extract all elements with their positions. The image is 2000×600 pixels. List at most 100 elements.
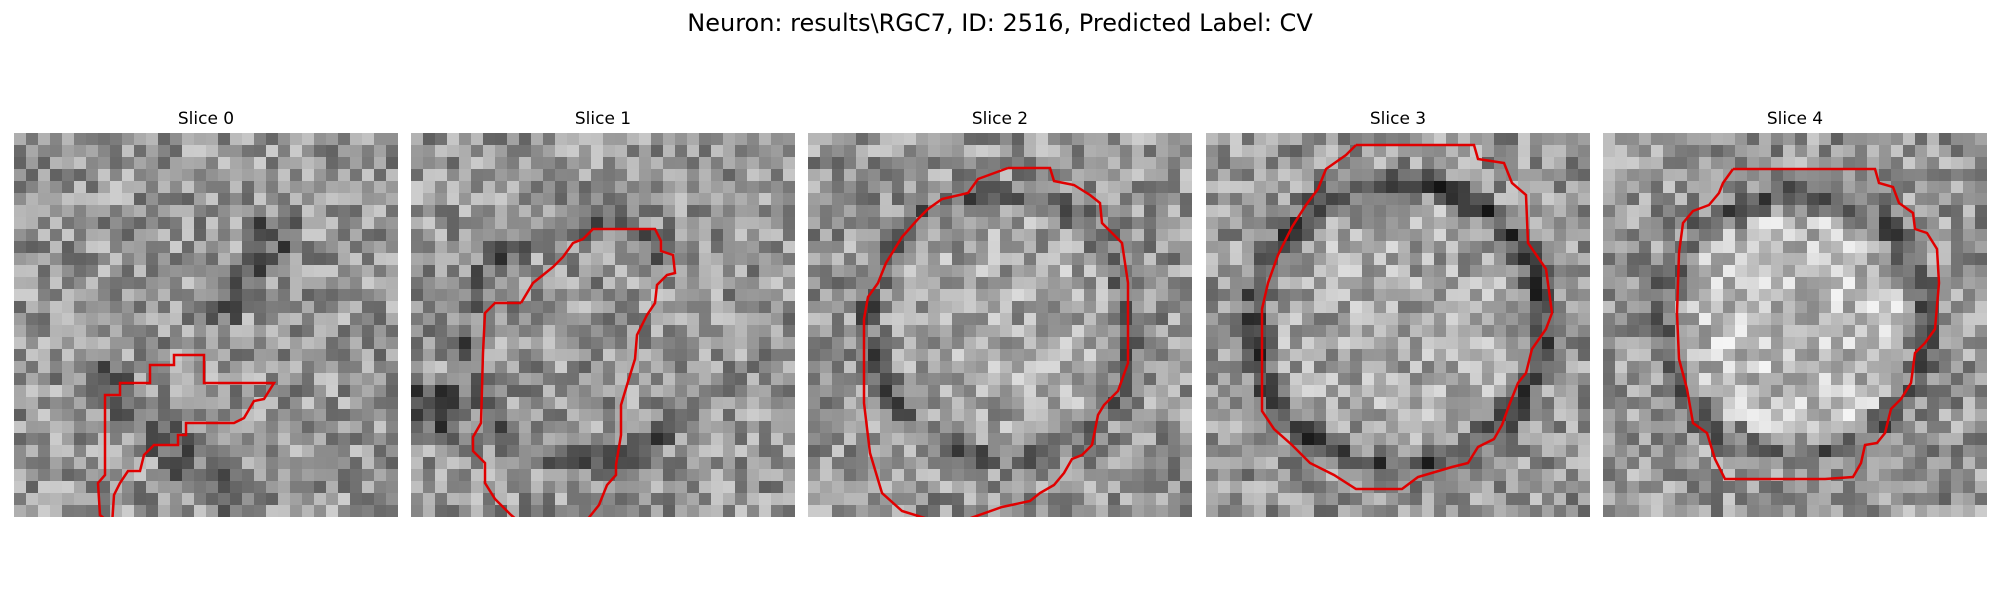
pixel [856, 361, 869, 374]
pixel [1566, 361, 1579, 374]
pixel [1831, 145, 1844, 158]
pixel [771, 469, 784, 482]
pixel [1072, 457, 1085, 470]
pixel [1144, 373, 1157, 386]
pixel [1518, 301, 1531, 314]
pixel [699, 229, 712, 242]
pixel [928, 253, 941, 266]
pixel [326, 277, 339, 290]
pixel [543, 169, 556, 182]
pixel [290, 373, 303, 386]
pixel [723, 421, 736, 434]
pixel [1927, 409, 1940, 422]
pixel [1891, 421, 1904, 434]
pixel [832, 397, 845, 410]
pixel [663, 301, 676, 314]
pixel [579, 277, 592, 290]
pixel [627, 433, 640, 446]
pixel [1072, 301, 1085, 314]
pixel [880, 217, 893, 230]
pixel [555, 469, 568, 482]
pixel [579, 265, 592, 278]
pixel [1951, 241, 1964, 254]
pixel [1036, 313, 1049, 326]
pixel [1951, 169, 1964, 182]
pixel [1699, 313, 1712, 326]
pixel [1699, 181, 1712, 194]
pixel [940, 457, 953, 470]
pixel [495, 325, 508, 338]
pixel [1903, 157, 1916, 170]
pixel [1410, 373, 1423, 386]
pixel [1314, 397, 1327, 410]
pixel [1012, 241, 1025, 254]
pixel [1903, 385, 1916, 398]
pixel [1072, 397, 1085, 410]
pixel [1578, 241, 1590, 254]
pixel [916, 181, 929, 194]
pixel [1338, 385, 1351, 398]
pixel [952, 241, 965, 254]
pixel [495, 433, 508, 446]
pixel [976, 457, 989, 470]
pixel [338, 277, 351, 290]
pixel [1915, 205, 1928, 218]
pixel [1024, 445, 1037, 458]
pixel [1470, 493, 1483, 506]
pixel [1156, 325, 1169, 338]
pixel [723, 373, 736, 386]
pixel [783, 505, 795, 517]
pixel [1108, 313, 1121, 326]
pixel [411, 361, 424, 374]
pixel [1374, 337, 1387, 350]
pixel [1314, 505, 1327, 517]
pixel [1144, 505, 1157, 517]
pixel [651, 385, 664, 398]
pixel [1554, 205, 1567, 218]
pixel [50, 421, 63, 434]
pixel [1639, 397, 1652, 410]
pixel [1144, 265, 1157, 278]
pixel [928, 373, 941, 386]
pixel [1843, 133, 1856, 146]
pixel [1326, 241, 1339, 254]
pixel [435, 373, 448, 386]
pixel [266, 277, 279, 290]
pixel [1639, 289, 1652, 302]
pixel [976, 145, 989, 158]
pixel [459, 337, 472, 350]
pixel [374, 361, 387, 374]
pixel [1458, 409, 1471, 422]
pixel [567, 397, 580, 410]
pixel [964, 505, 977, 517]
pixel [1302, 373, 1315, 386]
pixel [1819, 217, 1832, 230]
pixel [122, 421, 135, 434]
pixel [735, 373, 748, 386]
pixel [868, 265, 881, 278]
pixel [1060, 169, 1073, 182]
pixel [507, 469, 520, 482]
pixel [1903, 145, 1916, 158]
pixel [1554, 445, 1567, 458]
pixel [314, 289, 327, 302]
pixel [1012, 313, 1025, 326]
pixel [1108, 433, 1121, 446]
pixel [639, 265, 652, 278]
pixel [326, 193, 339, 206]
pixel [1891, 169, 1904, 182]
pixel [1651, 241, 1664, 254]
pixel [1578, 421, 1590, 434]
pixel [1326, 433, 1339, 446]
pixel [675, 253, 688, 266]
pixel [62, 133, 75, 146]
pixel [976, 157, 989, 170]
pixel [543, 157, 556, 170]
pixel [747, 397, 760, 410]
pixel [1326, 193, 1339, 206]
pixel [1687, 157, 1700, 170]
pixel [735, 277, 748, 290]
pixel [699, 421, 712, 434]
pixel [1242, 181, 1255, 194]
pixel [1230, 361, 1243, 374]
